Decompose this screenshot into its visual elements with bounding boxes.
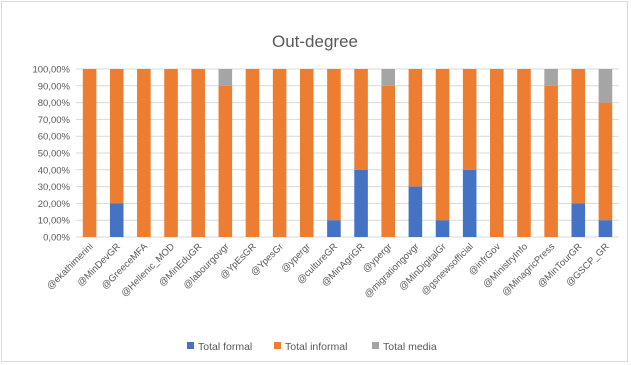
y-tick-label: 0,00%	[43, 233, 70, 244]
gridlines	[76, 68, 619, 238]
bar-segment-total-informal	[218, 85, 233, 237]
y-tick-label: 20,00%	[38, 199, 71, 210]
bar-segment-total-informal	[408, 69, 423, 187]
bar-segment-total-informal	[82, 69, 97, 237]
bar-segment-total-informal	[544, 85, 558, 237]
y-tick-label: 40,00%	[38, 165, 71, 176]
y-tick-label: 60,00%	[38, 132, 71, 143]
legend: Total formal Total informal Total media	[187, 341, 437, 353]
bar-segment-total-formal	[435, 220, 450, 237]
bar-segment-total-informal	[490, 69, 504, 237]
y-tick-label: 90,00%	[38, 81, 71, 92]
bar-segment-total-formal	[408, 186, 423, 237]
bar-segment-total-informal	[381, 85, 396, 237]
bar-segment-total-formal	[571, 203, 586, 237]
y-tick-label: 10,00%	[38, 216, 71, 227]
x-axis-categories: @ekathimerini@MinDevGR@GreeceMFA@Helleni…	[45, 241, 612, 301]
bar-segment-total-informal	[245, 69, 260, 237]
bar-segment-total-formal	[598, 220, 613, 237]
bar-segment-total-informal	[435, 69, 450, 221]
bar-segment-total-informal	[191, 69, 205, 237]
bar-segment-total-informal	[354, 69, 368, 170]
legend-label: Total media	[383, 341, 437, 353]
bar-segment-total-formal	[327, 220, 341, 237]
bar-segment-total-informal	[299, 69, 314, 237]
y-tick-label: 30,00%	[38, 182, 71, 193]
bar-segment-total-informal	[462, 69, 477, 170]
bars	[82, 69, 613, 237]
bar-segment-total-informal	[327, 69, 341, 221]
y-tick-label: 50,00%	[38, 149, 71, 160]
bar-segment-total-media	[544, 69, 558, 86]
legend-label: Total formal	[198, 341, 252, 353]
y-tick-label: 80,00%	[38, 98, 71, 109]
legend-label: Total informal	[285, 341, 347, 353]
bar-segment-total-informal	[571, 69, 586, 204]
legend-swatch	[372, 342, 379, 349]
bar-segment-total-formal	[109, 203, 124, 237]
bar-segment-total-media	[598, 69, 613, 103]
legend-swatch	[274, 342, 281, 349]
legend-swatch	[187, 342, 194, 349]
y-tick-label: 100,00%	[32, 65, 70, 76]
bar-segment-total-formal	[354, 169, 368, 237]
bar-segment-total-informal	[598, 102, 613, 221]
bar-segment-total-informal	[109, 69, 124, 204]
bar-segment-total-informal	[517, 69, 531, 237]
bar-segment-total-informal	[272, 69, 287, 237]
chart-title: Out-degree	[272, 32, 358, 51]
bar-segment-total-media	[218, 69, 233, 86]
bar-segment-total-informal	[164, 69, 178, 237]
bar-segment-total-formal	[462, 169, 477, 237]
y-tick-label: 70,00%	[38, 115, 71, 126]
x-category-label: @ekathimerini	[45, 241, 96, 292]
bar-segment-total-media	[381, 69, 396, 86]
y-axis-ticks: 0,00% 10,00% 20,00% 30,00% 40,00% 50,00% 60,00…	[32, 65, 70, 244]
bar-segment-total-informal	[137, 69, 151, 237]
